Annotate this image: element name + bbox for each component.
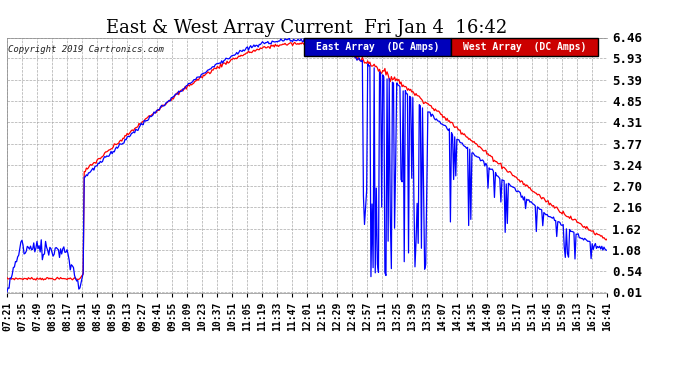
FancyBboxPatch shape <box>304 38 451 56</box>
Text: Copyright 2019 Cartronics.com: Copyright 2019 Cartronics.com <box>8 45 164 54</box>
Text: East Array  (DC Amps): East Array (DC Amps) <box>316 42 440 52</box>
Text: West Array  (DC Amps): West Array (DC Amps) <box>463 42 586 52</box>
FancyBboxPatch shape <box>451 38 598 56</box>
Title: East & West Array Current  Fri Jan 4  16:42: East & West Array Current Fri Jan 4 16:4… <box>106 20 508 38</box>
